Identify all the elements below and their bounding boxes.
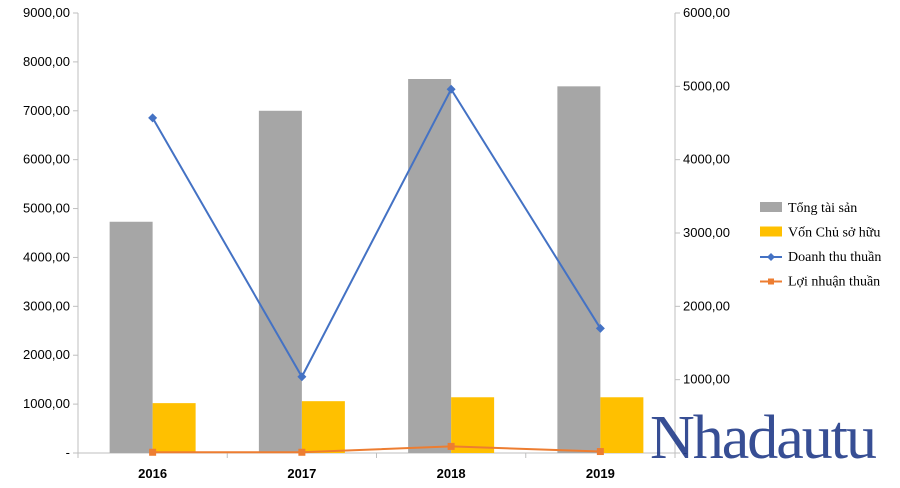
watermark-logo: Nhadautu — [650, 404, 878, 472]
point-marker-square — [447, 442, 455, 450]
right-tick-label: - — [683, 445, 687, 460]
bar-equity — [600, 397, 644, 453]
legend-label: Vốn Chủ sở hữu — [788, 226, 880, 241]
point-marker-square — [149, 448, 157, 456]
right-tick-label: 3000,00 — [683, 225, 730, 240]
left-tick-label: 1000,00 — [23, 396, 70, 411]
right-tick-label: 5000,00 — [683, 78, 730, 93]
bar-total-assets — [258, 110, 302, 454]
left-tick-label: 9000,00 — [23, 5, 70, 20]
bar-total-assets — [109, 221, 153, 453]
line-marks — [148, 84, 605, 456]
bar-equity — [451, 397, 495, 453]
point-marker-square — [596, 448, 604, 456]
bar-total-assets — [408, 79, 452, 453]
bar-equity — [301, 401, 345, 453]
legend-label: Doanh thu thuần — [788, 250, 881, 265]
left-tick-label: 4000,00 — [23, 249, 70, 264]
right-tick-label: 2000,00 — [683, 298, 730, 313]
left-tick-label: 6000,00 — [23, 152, 70, 167]
x-tick-label: 2017 — [287, 466, 316, 481]
series-line-net-profit — [152, 445, 601, 454]
left-tick-label: - — [66, 445, 70, 460]
point-marker-diamond — [148, 113, 158, 123]
tick-labels: - 1000,00 2000,00 3000,00 4000,00 5000,00 6000… — [23, 5, 730, 481]
right-tick-label: 4000,00 — [683, 152, 730, 167]
left-tick-label: 5000,00 — [23, 201, 70, 216]
point-marker-diamond — [595, 323, 605, 333]
point-marker-diamond — [446, 84, 456, 94]
legend-label: Lợi nhuận thuần — [788, 275, 880, 290]
left-tick-label: 8000,00 — [23, 54, 70, 69]
watermark-text: Nhadautu — [650, 404, 876, 472]
x-tick-label: 2019 — [586, 466, 615, 481]
legend: Tổng tài sản Vốn Chủ sở hữu Doanh thu thuầ… — [760, 201, 881, 290]
left-tick-label: 3000,00 — [23, 298, 70, 313]
point-marker-square — [298, 448, 306, 456]
legend-label: Tổng tài sản — [788, 201, 857, 216]
legend-marker-square — [768, 278, 774, 285]
right-tick-label: 6000,00 — [683, 5, 730, 20]
right-tick-label: 1000,00 — [683, 372, 730, 387]
bar-equity — [152, 403, 196, 453]
legend-swatch-equity — [760, 226, 782, 237]
point-marker-diamond — [297, 372, 307, 382]
legend-marker-diamond — [767, 253, 775, 261]
left-tick-label: 2000,00 — [23, 347, 70, 362]
series-line-net-revenue — [151, 87, 602, 379]
legend-swatch-total-assets — [760, 202, 782, 212]
left-tick-label: 7000,00 — [23, 103, 70, 118]
x-tick-label: 2018 — [437, 466, 466, 481]
x-tick-label: 2016 — [138, 466, 167, 481]
bar-marks — [109, 79, 644, 454]
